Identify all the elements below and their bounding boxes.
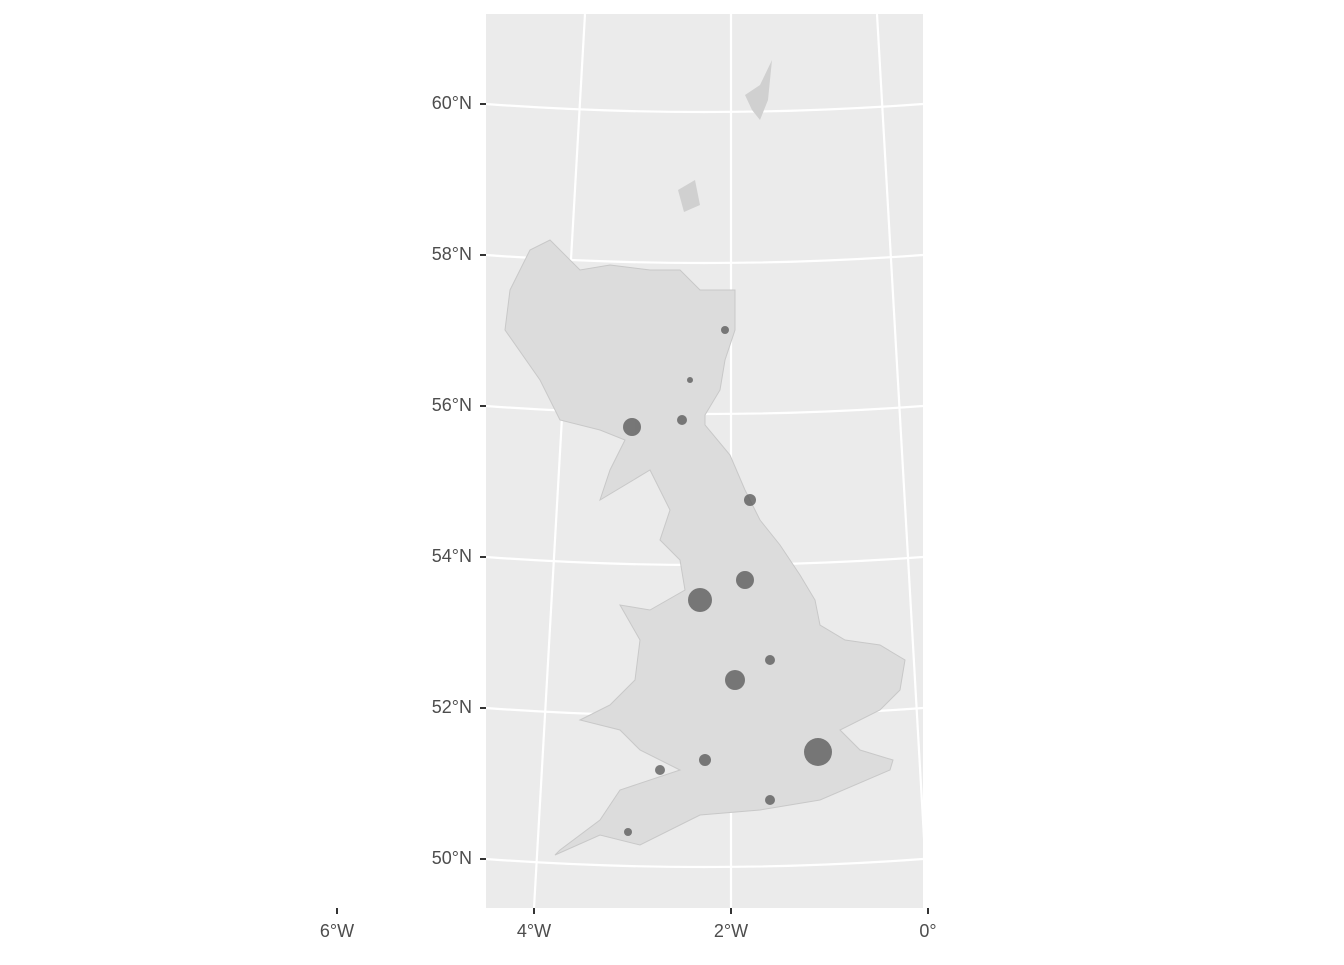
land	[504, 60, 906, 856]
x-tick-label: 2°W	[714, 921, 748, 941]
y-tick-label: 52°N	[432, 697, 472, 717]
x-tick-label: 6°W	[320, 921, 354, 941]
grid-line	[486, 857, 923, 869]
y-tick-label: 60°N	[432, 93, 472, 113]
y-tick-label: 50°N	[432, 848, 472, 868]
shetland	[745, 60, 772, 120]
grid-line	[486, 102, 923, 114]
x-tick-label: 0°	[919, 921, 936, 941]
y-tick-label: 54°N	[432, 546, 472, 566]
urban-areas	[623, 326, 832, 836]
y-tick-label: 58°N	[432, 244, 472, 264]
great-britain	[504, 239, 906, 856]
orkney	[678, 180, 700, 212]
grid-line	[337, 14, 439, 908]
x-tick-label: 4°W	[517, 921, 551, 941]
grid-line	[875, 14, 923, 840]
y-tick-label: 56°N	[432, 395, 472, 415]
grid-line	[532, 14, 587, 908]
